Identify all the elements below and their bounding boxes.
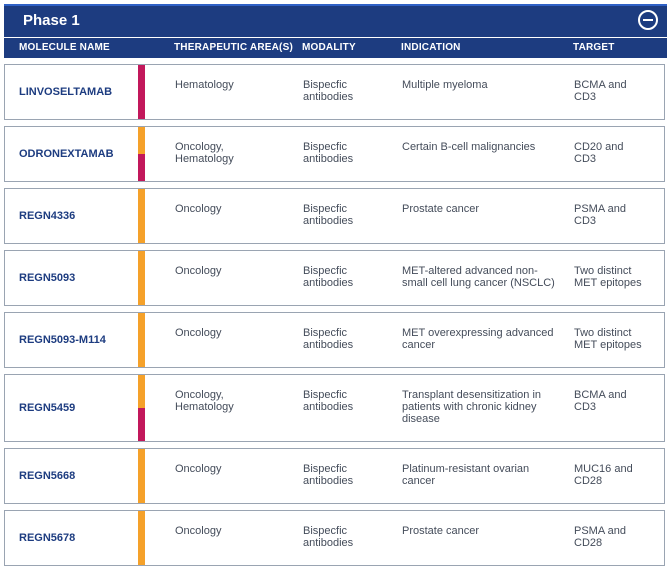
molecule-name: REGN5093-M114	[19, 334, 106, 346]
modality-cell: Bispecfic antibodies	[303, 141, 354, 165]
modality-cell: Bispecfic antibodies	[303, 327, 354, 351]
table-row: REGN5678 Oncology Bispecfic antibodies Pros…	[4, 510, 665, 566]
therapeutic-area-cell: Oncology	[175, 327, 222, 339]
area-indicator-oncology	[138, 313, 145, 367]
target-cell: Two distinct MET epitopes	[574, 265, 642, 289]
area-indicator-oncology	[138, 127, 145, 154]
modality-cell: Bispecfic antibodies	[303, 265, 354, 289]
table-row: ODRONEXTAMAB Oncology, Hematology Bispecfi…	[4, 126, 665, 182]
indication-cell: MET overexpressing advanced cancer	[402, 327, 554, 351]
molecule-name: LINVOSELTAMAB	[19, 86, 113, 98]
col-indication: INDICATION	[401, 42, 461, 53]
area-indicator-oncology	[138, 511, 145, 565]
col-target: TARGET	[573, 42, 615, 53]
indication-cell: Multiple myeloma	[402, 79, 488, 91]
modality-cell: Bispecfic antibodies	[303, 525, 354, 549]
area-indicator-hematology	[138, 65, 145, 119]
indication-cell: Prostate cancer	[402, 525, 480, 537]
area-indicator-oncology	[138, 189, 145, 243]
target-cell: BCMA and CD3	[574, 389, 627, 413]
target-cell: CD20 and CD3	[574, 141, 624, 165]
indication-cell: Transplant desensitization in patients w…	[402, 389, 542, 425]
minus-circle-icon[interactable]	[638, 10, 658, 30]
area-indicator-hematology	[138, 154, 145, 181]
molecule-name: REGN5459	[19, 402, 76, 414]
col-therapeutic-area: THERAPEUTIC AREA(S)	[174, 42, 293, 53]
area-indicator-oncology	[138, 449, 145, 503]
modality-cell: Bispecfic antibodies	[303, 203, 354, 227]
target-cell: BCMA and CD3	[574, 79, 627, 103]
col-modality: MODALITY	[302, 42, 356, 53]
col-molecule-name: MOLECULE NAME	[19, 42, 110, 53]
molecule-name: REGN5093	[19, 272, 76, 284]
column-headers: MOLECULE NAME THERAPEUTIC AREA(S) MODALI…	[4, 38, 667, 58]
indication-cell: Platinum-resistant ovarian cancer	[402, 463, 530, 487]
indication-cell: Prostate cancer	[402, 203, 480, 215]
table-row: REGN5459 Oncology, Hematology Bispecfic an…	[4, 374, 665, 442]
therapeutic-area-cell: Oncology	[175, 265, 222, 277]
phase-title: Phase 1	[23, 12, 80, 29]
table-row: REGN5093-M114 Oncology Bispecfic antibodie…	[4, 312, 665, 368]
modality-cell: Bispecfic antibodies	[303, 389, 354, 413]
table-row: REGN4336 Oncology Bispecfic antibodies Pros…	[4, 188, 665, 244]
modality-cell: Bispecfic antibodies	[303, 79, 354, 103]
therapeutic-area-cell: Hematology	[175, 79, 234, 91]
area-indicator-oncology	[138, 375, 145, 408]
modality-cell: Bispecfic antibodies	[303, 463, 354, 487]
table-row: REGN5668 Oncology Bispecfic antibodies Plat…	[4, 448, 665, 504]
phase-header[interactable]: Phase 1	[4, 4, 667, 37]
therapeutic-area-cell: Oncology	[175, 463, 222, 475]
molecule-name: ODRONEXTAMAB	[19, 148, 114, 160]
table-row: REGN5093 Oncology Bispecfic antibodies MET-…	[4, 250, 665, 306]
molecule-name: REGN5668	[19, 470, 76, 482]
area-indicator-oncology	[138, 251, 145, 305]
area-indicator-hematology	[138, 408, 145, 441]
target-cell: PSMA and CD3	[574, 203, 626, 227]
indication-cell: Certain B-cell malignancies	[402, 141, 536, 153]
target-cell: Two distinct MET epitopes	[574, 327, 642, 351]
molecule-name: REGN4336	[19, 210, 76, 222]
target-cell: PSMA and CD28	[574, 525, 626, 549]
indication-cell: MET-altered advanced non- small cell lun…	[402, 265, 555, 289]
therapeutic-area-cell: Oncology, Hematology	[175, 389, 234, 413]
molecule-name: REGN5678	[19, 532, 76, 544]
therapeutic-area-cell: Oncology, Hematology	[175, 141, 234, 165]
therapeutic-area-cell: Oncology	[175, 525, 222, 537]
target-cell: MUC16 and CD28	[574, 463, 633, 487]
therapeutic-area-cell: Oncology	[175, 203, 222, 215]
table-row: LINVOSELTAMAB Hematology Bispecfic antibod…	[4, 64, 665, 120]
